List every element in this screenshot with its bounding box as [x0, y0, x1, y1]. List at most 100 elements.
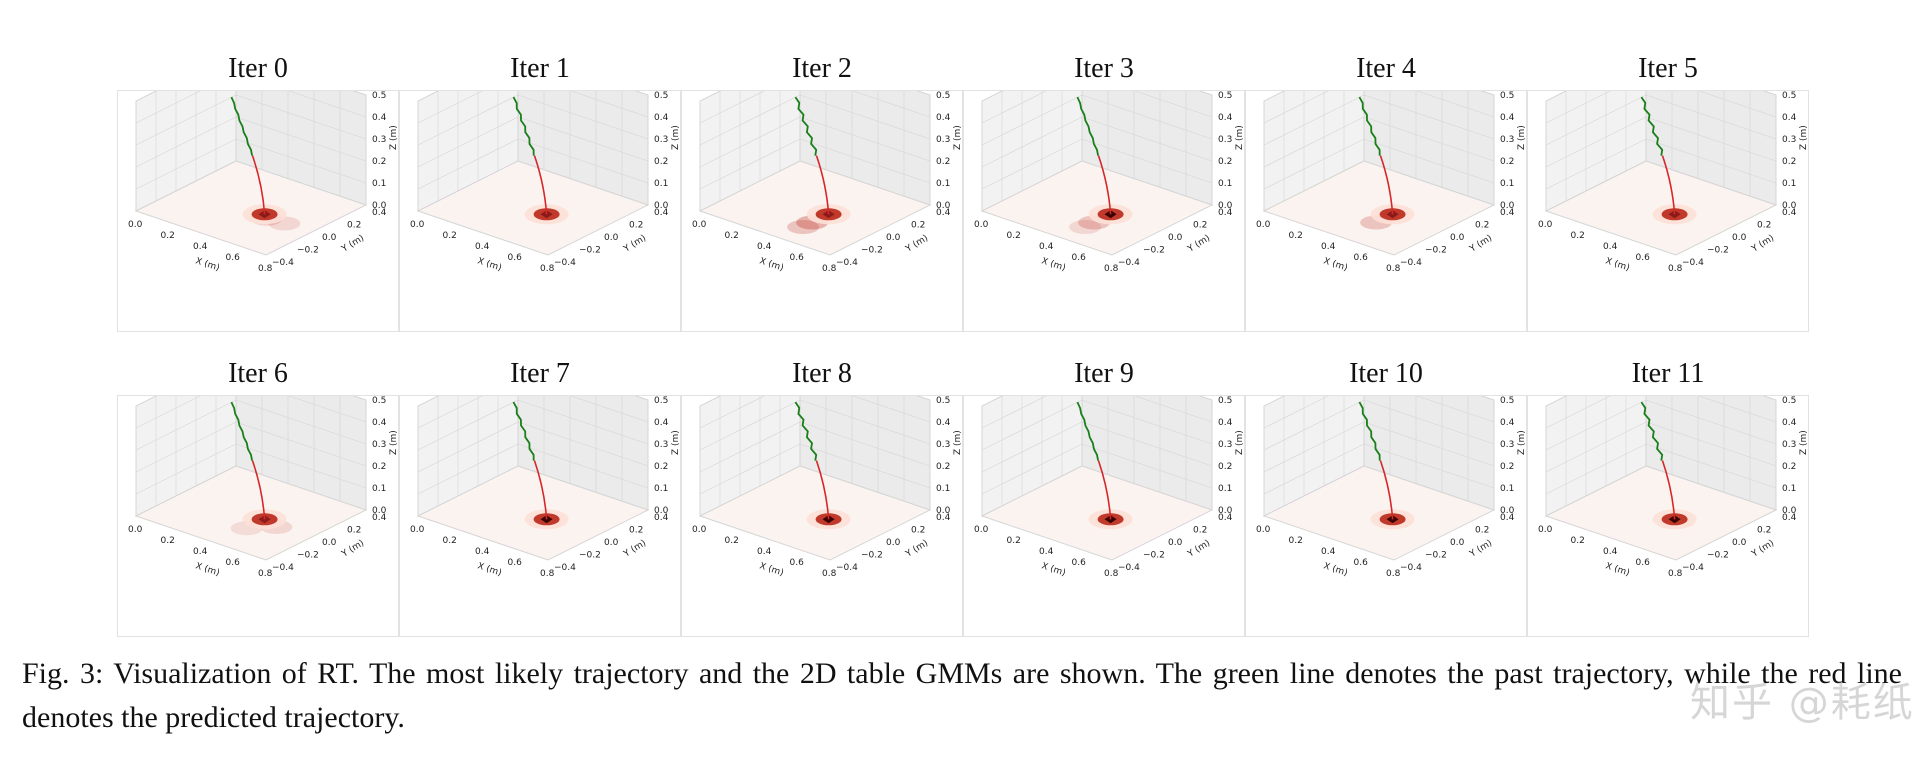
- grid-line: [699, 91, 765, 124]
- z-tick-label: 0.2: [372, 157, 386, 167]
- y-tick-label: −0.4: [1118, 258, 1140, 268]
- grid-line: [288, 396, 367, 423]
- x-tick-label: 0.4: [1603, 242, 1618, 252]
- grid-line: [135, 138, 237, 190]
- grid-line: [1263, 399, 1365, 451]
- predicted-trajectory-line: [815, 155, 830, 215]
- grid-line: [981, 91, 1047, 124]
- x-tick-label: 0.8: [540, 264, 555, 274]
- grid-line: [981, 116, 1083, 168]
- y-tick-label: −0.2: [861, 551, 883, 561]
- panel-title: Iter 5: [1638, 53, 1698, 84]
- figure-row-1: Iter 0 0.5 0.4 0.3 0.2 0.1 0.0 Z (m) 0.0 0.2 0.4 0.…: [117, 50, 1809, 355]
- grid-line: [288, 91, 367, 118]
- grid-line: [981, 399, 1083, 451]
- plot-panel: Iter 4 0.5 0.4 0.3 0.2 0.1 0.0 Z (m) 0.0 0.2 0.4 0.…: [1245, 50, 1527, 340]
- z-axis-label: Z (m): [389, 430, 398, 455]
- plot-panel: Iter 0 0.5 0.4 0.3 0.2 0.1 0.0 Z (m) 0.0 0.2 0.4 0.…: [117, 50, 399, 340]
- past-trajectory-line: [1076, 96, 1099, 156]
- plot-3d: 0.5 0.4 0.3 0.2 0.1 0.0 Z (m) 0.0 0.2 0.4 0.6 0.8 X …: [963, 395, 1245, 637]
- grid-line: [1363, 421, 1495, 467]
- z-tick-label: 0.5: [654, 396, 668, 406]
- x-tick-label: 0.0: [1256, 220, 1271, 230]
- grid-line: [135, 91, 201, 124]
- y-tick-label: 0.4: [372, 208, 387, 218]
- panel-title: Iter 7: [510, 358, 570, 389]
- y-tick-label: 0.0: [1732, 233, 1747, 243]
- x-tick-label: 0.8: [258, 264, 273, 274]
- past-trajectory-line: [794, 96, 818, 156]
- x-tick-label: 0.6: [1636, 558, 1651, 568]
- figure-row-2: Iter 6 0.5 0.4 0.3 0.2 0.1 0.0 Z (m) 0.0 0.2 0.4 0.…: [117, 355, 1809, 660]
- z-tick-label: 0.0: [936, 506, 951, 516]
- z-tick-label: 0.2: [654, 462, 668, 472]
- x-tick-label: 0.2: [725, 231, 739, 241]
- z-tick-label: 0.3: [372, 135, 386, 145]
- x-tick-label: 0.0: [1256, 525, 1271, 535]
- x-tick-label: 0.0: [1538, 525, 1553, 535]
- grid-line: [235, 421, 367, 467]
- z-tick-label: 0.1: [1218, 484, 1232, 494]
- plot-panel: Iter 5 0.5 0.4 0.3 0.2 0.1 0.0 Z (m) 0.0 0.2 0.4 0.…: [1527, 50, 1809, 340]
- z-axis-label: Z (m): [1799, 125, 1808, 150]
- x-tick-label: 0.4: [1039, 547, 1054, 557]
- grid-line: [981, 443, 1083, 495]
- grid-line: [417, 399, 519, 451]
- grid-line: [1363, 138, 1495, 184]
- x-tick-label: 0.6: [790, 253, 805, 263]
- grid-line: [235, 138, 367, 184]
- grid-line: [1263, 116, 1365, 168]
- z-tick-label: 0.0: [372, 201, 387, 211]
- grid-line: [1645, 138, 1777, 184]
- grid-line: [1081, 399, 1213, 445]
- grid-line: [570, 396, 649, 423]
- grid-line: [1081, 421, 1213, 467]
- y-tick-label: 0.0: [322, 538, 337, 548]
- grid-line: [417, 443, 519, 495]
- z-axis-label: Z (m): [1517, 125, 1526, 150]
- y-tick-label: 0.2: [1757, 526, 1771, 536]
- y-tick-label: −0.2: [861, 246, 883, 256]
- x-axis-label: X (m): [1604, 561, 1631, 578]
- z-tick-label: 0.3: [1782, 440, 1796, 450]
- panel-title: Iter 3: [1074, 53, 1134, 84]
- z-tick-label: 0.2: [1218, 462, 1232, 472]
- y-tick-label: 0.4: [936, 513, 951, 523]
- y-tick-label: 0.2: [911, 526, 925, 536]
- z-axis-label: Z (m): [671, 125, 680, 150]
- grid-line: [1545, 399, 1647, 451]
- z-axis-label: Z (m): [953, 430, 962, 455]
- x-tick-label: 0.8: [1668, 569, 1683, 579]
- panel-title: Iter 10: [1349, 358, 1423, 389]
- plot-3d-canvas: 0.5 0.4 0.3 0.2 0.1 0.0 Z (m) 0.0 0.2 0.4 0.6 0.8 X …: [1538, 91, 1808, 274]
- z-tick-label: 0.3: [1500, 440, 1514, 450]
- grid-line: [417, 138, 519, 190]
- z-tick-label: 0.1: [654, 484, 668, 494]
- past-trajectory-line: [512, 401, 535, 461]
- grid-line: [1645, 443, 1777, 489]
- z-tick-label: 0.3: [654, 135, 668, 145]
- x-tick-label: 0.0: [692, 220, 707, 230]
- plot-panel: Iter 11 0.5 0.4 0.3 0.2 0.1 0.0 Z (m) 0.0 0.2 0.4 0…: [1527, 355, 1809, 645]
- z-tick-label: 0.3: [1218, 135, 1232, 145]
- z-tick-label: 0.4: [372, 113, 387, 123]
- x-tick-label: 0.6: [508, 558, 523, 568]
- x-tick-label: 0.8: [258, 569, 273, 579]
- grid-line: [1363, 116, 1495, 162]
- y-axis-label: Y (m): [903, 233, 930, 255]
- z-tick-label: 0.1: [936, 484, 950, 494]
- grid-line: [417, 421, 519, 473]
- grid-line: [799, 116, 931, 162]
- grid-line: [799, 94, 931, 140]
- plot-panel: Iter 10 0.5 0.4 0.3 0.2 0.1 0.0 Z (m) 0.0 0.2 0.4 0…: [1245, 355, 1527, 645]
- grid-line: [699, 399, 801, 451]
- y-tick-label: −0.4: [1682, 563, 1704, 573]
- y-tick-label: 0.0: [1168, 538, 1183, 548]
- x-tick-label: 0.0: [1538, 220, 1553, 230]
- y-tick-label: 0.2: [629, 221, 643, 231]
- z-tick-label: 0.4: [654, 113, 669, 123]
- plot-3d-canvas: 0.5 0.4 0.3 0.2 0.1 0.0 Z (m) 0.0 0.2 0.4 0.6 0.8 X …: [410, 396, 680, 579]
- grid-line: [1081, 138, 1213, 184]
- figure-grid: Iter 0 0.5 0.4 0.3 0.2 0.1 0.0 Z (m) 0.0 0.2 0.4 0.…: [117, 50, 1809, 660]
- grid-line: [235, 116, 367, 162]
